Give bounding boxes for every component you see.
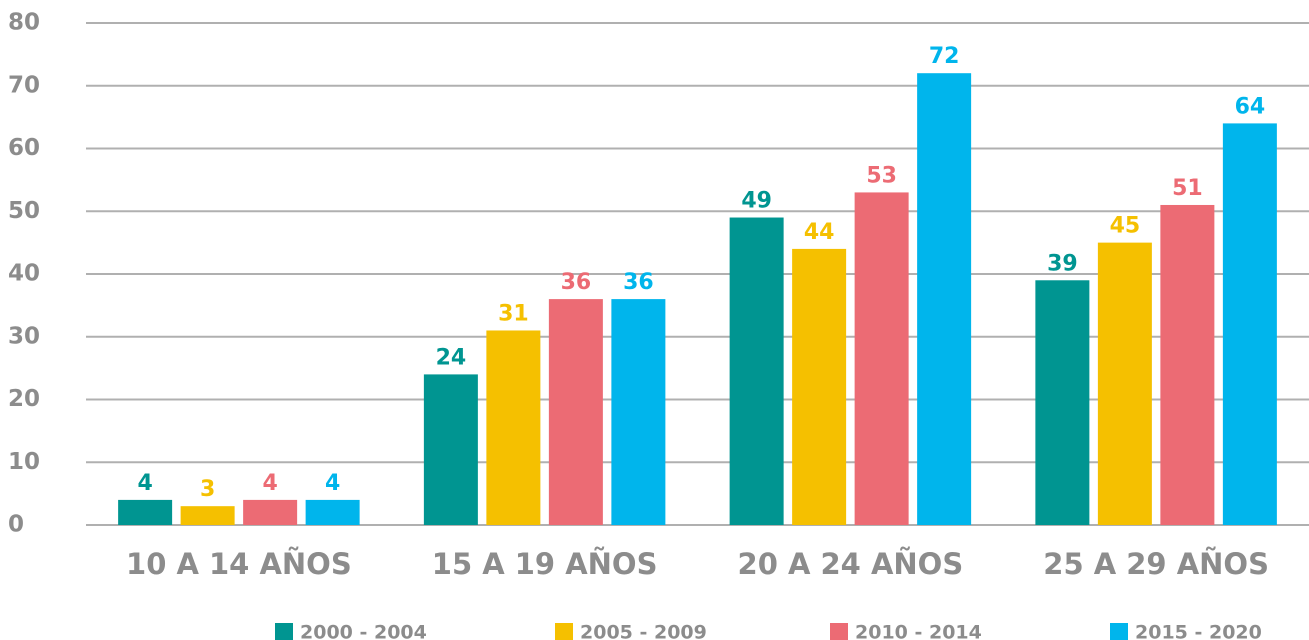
bar <box>486 330 541 525</box>
value-label: 49 <box>741 189 772 214</box>
value-label: 24 <box>436 345 467 370</box>
legend-swatch <box>1110 623 1128 640</box>
y-tick-label: 10 <box>8 449 40 475</box>
legend-swatch <box>830 623 848 640</box>
bar <box>243 499 298 525</box>
y-tick-label: 20 <box>8 386 40 412</box>
value-label: 36 <box>623 270 654 295</box>
legend-swatch <box>275 623 293 640</box>
value-label: 31 <box>498 301 529 326</box>
bar <box>423 374 478 525</box>
legend-label: 2005 - 2009 <box>580 622 707 640</box>
value-label: 4 <box>262 471 277 496</box>
y-tick-label: 60 <box>8 135 40 161</box>
y-tick-label: 50 <box>8 198 40 224</box>
bar <box>1222 123 1277 526</box>
x-tick-label: 20 A 24 AÑOS <box>738 547 964 581</box>
bar <box>548 299 603 525</box>
value-label: 64 <box>1235 94 1266 119</box>
bar <box>1160 204 1215 525</box>
bar <box>854 192 909 526</box>
y-tick-label: 70 <box>8 72 40 98</box>
legend-swatch <box>555 623 573 640</box>
value-label: 36 <box>561 270 592 295</box>
legend-label: 2015 - 2020 <box>1135 622 1262 640</box>
y-tick-label: 0 <box>8 512 24 538</box>
x-tick-label: 25 A 29 AÑOS <box>1043 547 1269 581</box>
bar <box>305 499 360 525</box>
bar <box>917 73 972 525</box>
bar <box>729 217 784 525</box>
y-tick-label: 80 <box>8 10 40 36</box>
value-label: 51 <box>1172 176 1203 201</box>
legend-label: 2000 - 2004 <box>300 622 427 640</box>
bar <box>792 248 847 525</box>
bar <box>118 499 173 525</box>
value-label: 4 <box>325 471 340 496</box>
value-label: 39 <box>1047 251 1078 276</box>
value-label: 44 <box>804 220 835 245</box>
value-label: 4 <box>137 471 152 496</box>
legend-label: 2010 - 2014 <box>855 622 982 640</box>
bar <box>611 299 666 525</box>
value-label: 72 <box>929 44 960 69</box>
y-tick-label: 30 <box>8 323 40 349</box>
bar <box>1097 242 1152 525</box>
value-label: 3 <box>200 477 215 502</box>
value-label: 45 <box>1110 214 1141 239</box>
bar <box>1035 280 1090 525</box>
x-tick-label: 10 A 14 AÑOS <box>126 547 352 581</box>
value-label: 53 <box>866 163 897 188</box>
y-tick-label: 40 <box>8 261 40 287</box>
x-tick-label: 15 A 19 AÑOS <box>432 547 658 581</box>
bar <box>180 506 235 525</box>
